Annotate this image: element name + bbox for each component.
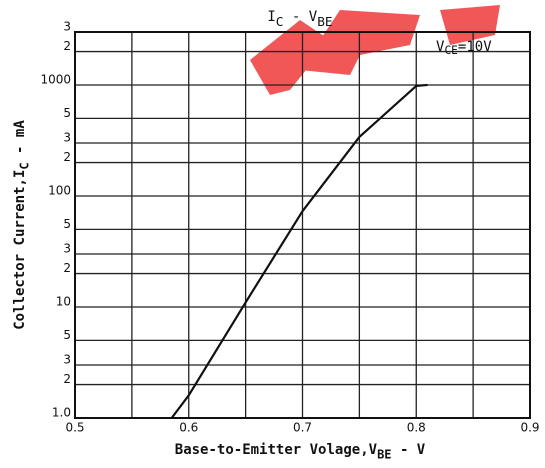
chart-title: IC - VBE bbox=[267, 9, 332, 29]
chart-title-part: BE bbox=[317, 14, 332, 29]
annotation-part: V bbox=[436, 39, 445, 55]
annotation: VCE=10V bbox=[436, 39, 492, 57]
x-axis-label-part: BE bbox=[377, 447, 391, 461]
annotation-part: CE bbox=[444, 44, 458, 57]
y-tick-label: 3 bbox=[63, 131, 71, 145]
y-tick-label: 5 bbox=[63, 328, 71, 342]
y-tick-label: 1000 bbox=[40, 72, 71, 86]
annotation-part: =10V bbox=[458, 39, 492, 55]
y-tick-label: 5 bbox=[63, 106, 71, 120]
x-axis-label: Base-to-Emitter Volage,VBE - V bbox=[175, 442, 426, 461]
chart-title-part: I bbox=[267, 9, 275, 25]
y-axis-label: Collector Current,IC - mA bbox=[12, 120, 31, 330]
x-tick-label: 0.7 bbox=[293, 421, 312, 435]
curve bbox=[170, 83, 428, 419]
y-tick-label: 5 bbox=[63, 217, 71, 231]
y-tick-label: 2 bbox=[63, 39, 71, 53]
y-tick-label: 3 bbox=[63, 20, 71, 34]
y-axis-label-part: Collector Current,I bbox=[12, 170, 28, 330]
x-tick-label: 0.6 bbox=[179, 421, 198, 435]
y-tick-label: 1.0 bbox=[52, 406, 71, 420]
x-axis-label-part: - V bbox=[392, 442, 426, 458]
x-tick-label: 0.5 bbox=[65, 421, 84, 435]
chart-title-part: - V bbox=[284, 9, 318, 25]
y-tick-label: 100 bbox=[48, 183, 71, 197]
plot-frame bbox=[74, 31, 531, 419]
y-axis-label-part: C bbox=[17, 162, 31, 169]
y-axis-label-part: - mA bbox=[12, 120, 28, 163]
y-tick-label: 2 bbox=[63, 372, 71, 386]
x-tick-label: 0.9 bbox=[520, 421, 539, 435]
y-tick-label: 3 bbox=[63, 242, 71, 256]
y-tick-label: 3 bbox=[63, 353, 71, 367]
x-axis-label-part: Base-to-Emitter Volage,V bbox=[175, 442, 378, 458]
chart-title-part: C bbox=[276, 14, 284, 29]
y-tick-label: 2 bbox=[63, 150, 71, 164]
x-tick-label: 0.8 bbox=[407, 421, 426, 435]
y-tick-label: 10 bbox=[56, 294, 71, 308]
y-tick-label: 2 bbox=[63, 261, 71, 275]
